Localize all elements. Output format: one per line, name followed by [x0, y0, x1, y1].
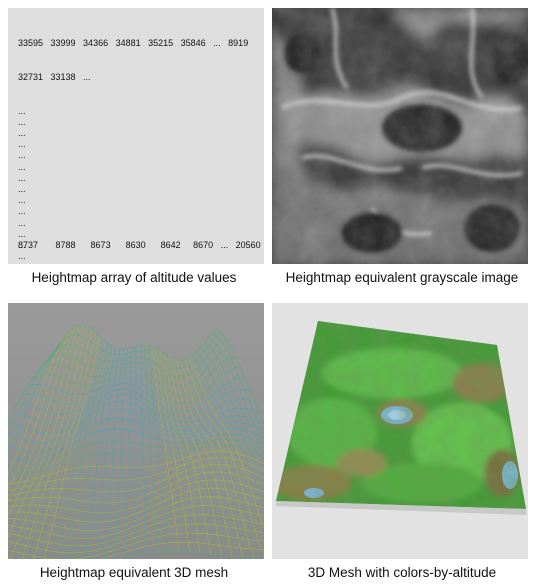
mesh-column-line [43, 336, 100, 559]
mesh-column-line [104, 348, 125, 559]
array-ellipsis-row: ... [18, 228, 26, 239]
array-caption: Heightmap array of altitude values [31, 270, 237, 285]
mesh-column-line [192, 355, 264, 505]
array-row-1: 33595 33999 34366 34881 35215 35846 ... … [18, 38, 249, 49]
colored-mesh-caption: 3D Mesh with colors-by-altitude [307, 565, 497, 580]
array-ellipsis-row: ... [18, 195, 26, 206]
array-ellipsis-row: ... [18, 184, 26, 195]
wireframe-mesh-graphic [8, 303, 264, 559]
mesh-row-line [118, 550, 264, 559]
array-ellipsis-row: ... [18, 240, 26, 251]
mesh-column-line [54, 340, 104, 559]
mesh-caption: Heightmap equivalent 3D mesh [39, 565, 229, 580]
mesh-column-line [8, 339, 64, 457]
mesh-column-line [216, 329, 264, 424]
mesh-column-line [8, 325, 84, 539]
array-ellipsis-rows: ........................................… [18, 106, 248, 264]
mesh-column-line [143, 345, 158, 552]
mesh-column-line [188, 357, 264, 530]
mesh-column-line [8, 324, 80, 517]
grayscale-caption: Heightmap equivalent grayscale image [285, 270, 519, 285]
grayscale-terrain-graphic [272, 8, 528, 264]
mesh-column-line [114, 348, 129, 559]
mesh-column-line [21, 329, 92, 559]
array-ellipsis-row: ... [18, 262, 248, 264]
mesh-column-line [204, 342, 264, 457]
array-ellipsis-row: ... [18, 172, 26, 183]
array-ellipsis-row: ... [18, 150, 26, 161]
mesh-column-line [10, 326, 88, 559]
mesh-column-line [200, 347, 264, 470]
mesh-column-line [180, 360, 254, 558]
array-row-2: 32731 33138 ... [18, 72, 91, 83]
mesh-column-line [151, 347, 179, 552]
array-ellipsis-row: ... [18, 217, 26, 228]
array-ellipsis-row: ... [18, 251, 26, 262]
array-ellipsis-row: ... [18, 128, 26, 139]
mesh-column-line [84, 347, 117, 559]
array-ellipsis-row: ... [18, 139, 26, 150]
mesh-column-line [125, 347, 133, 558]
mesh-column-line [8, 345, 60, 438]
mesh-column-line [172, 358, 233, 557]
array-ellipsis-row: ... [18, 206, 26, 217]
array-ellipsis-row: ... [18, 116, 26, 127]
array-ellipsis-row: ... [18, 105, 26, 116]
mesh-column-line [147, 346, 169, 552]
wireframe-mesh-panel [8, 303, 264, 559]
mesh-column-line [164, 353, 211, 554]
mesh-column-line [212, 333, 264, 434]
mesh-column-line [94, 348, 121, 559]
array-ellipsis-row: ... [18, 161, 26, 172]
mesh-column-line [74, 346, 112, 559]
mesh-column-line [8, 326, 76, 502]
array-values: 33595 33999 34366 34881 35215 35846 ... … [18, 16, 248, 264]
mesh-column-line [32, 332, 96, 559]
mesh-column-line [8, 329, 72, 489]
colored-terrain-graphic [272, 303, 528, 559]
mesh-column-line [160, 351, 201, 553]
mesh-column-line [8, 333, 68, 475]
heightmap-array-panel: 33595 33999 34366 34881 35215 35846 ... … [8, 8, 264, 264]
mesh-column-line [8, 352, 56, 421]
mesh-column-line [155, 348, 190, 552]
mesh-column-line [184, 359, 264, 558]
mesh-column-line [208, 337, 264, 445]
array-last-row: 8737 8788 8673 8630 8642 8670 ... 20560 [18, 240, 261, 250]
mesh-column-line [196, 351, 264, 486]
colored-terrain-panel [272, 303, 528, 559]
mesh-column-line [168, 356, 222, 556]
mesh-column-line [64, 343, 108, 559]
mesh-column-line [176, 359, 243, 558]
mesh-column-line [139, 345, 147, 554]
grayscale-heightmap-image [272, 8, 528, 264]
